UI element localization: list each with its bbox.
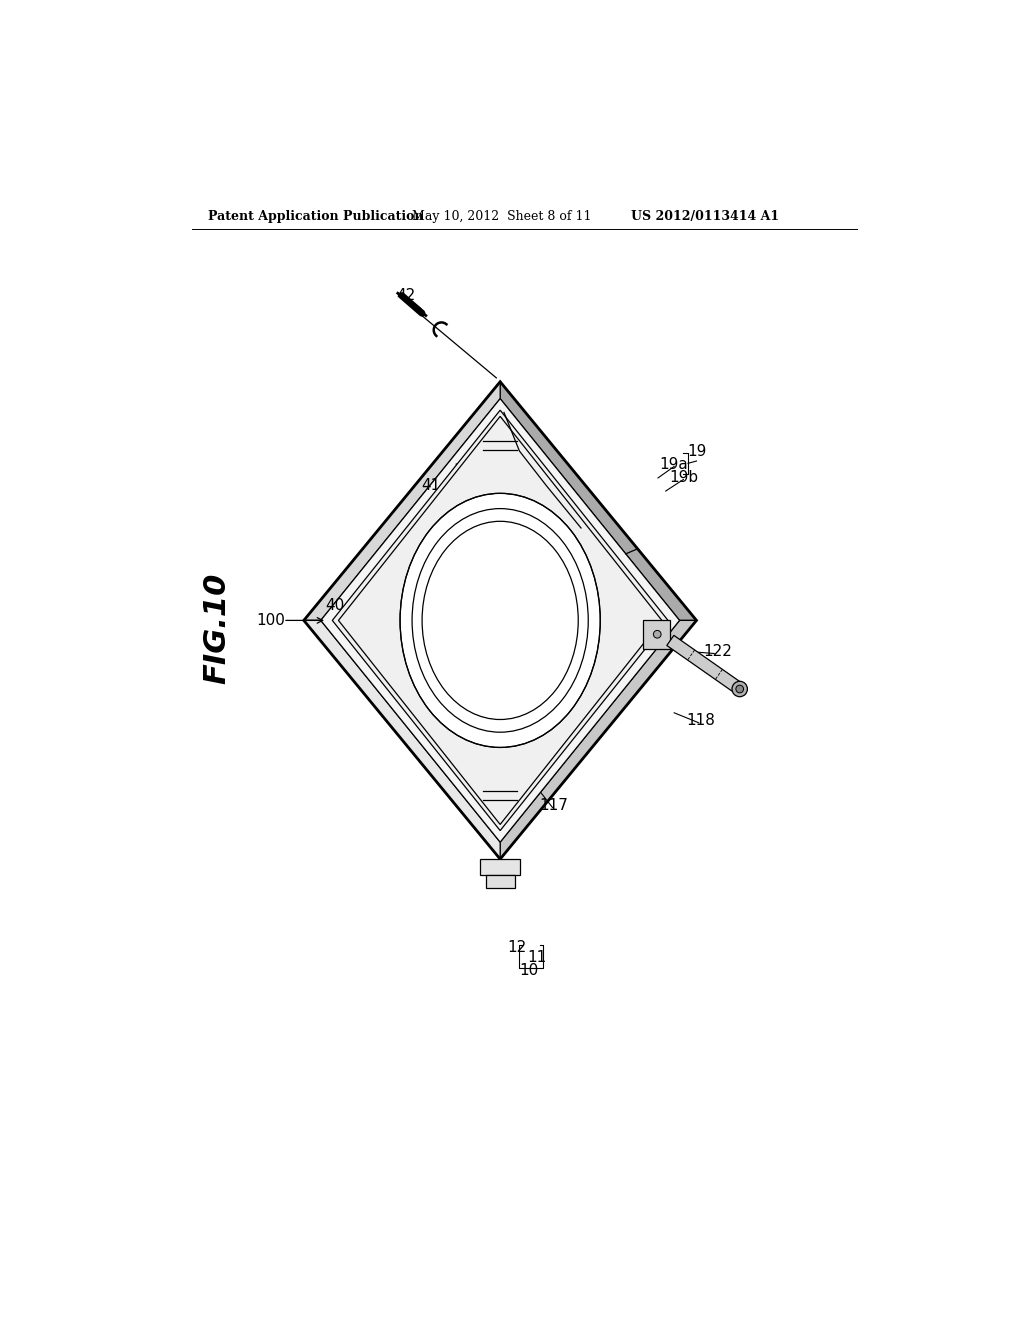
Text: 117: 117 [540,797,568,813]
Polygon shape [304,381,500,620]
Text: 10: 10 [520,964,539,978]
Text: 42: 42 [396,288,416,304]
Text: May 10, 2012  Sheet 8 of 11: May 10, 2012 Sheet 8 of 11 [412,210,591,223]
Circle shape [736,685,743,693]
Polygon shape [500,620,696,859]
Bar [485,874,515,888]
Bar [643,619,671,649]
Text: 118: 118 [686,713,715,729]
Text: 12: 12 [508,940,526,956]
Text: 40: 40 [325,598,344,612]
Ellipse shape [400,494,600,747]
Text: FIG.10: FIG.10 [203,573,231,684]
Polygon shape [321,399,680,842]
Text: 16: 16 [454,463,473,478]
Polygon shape [304,620,500,859]
Text: 15: 15 [467,450,486,465]
Text: 11: 11 [527,950,547,965]
Text: Patent Application Publication: Patent Application Publication [208,210,423,223]
Polygon shape [500,381,696,620]
Text: 122: 122 [702,644,732,659]
Polygon shape [333,411,668,830]
Text: 19b: 19b [669,470,698,484]
Text: 41: 41 [421,478,440,494]
Bar [480,859,520,874]
Circle shape [653,631,662,638]
Polygon shape [667,635,743,694]
Text: 19: 19 [687,444,707,458]
Text: 19a: 19a [659,457,688,471]
Text: 100: 100 [256,612,285,628]
Circle shape [732,681,748,697]
Text: US 2012/0113414 A1: US 2012/0113414 A1 [631,210,779,223]
